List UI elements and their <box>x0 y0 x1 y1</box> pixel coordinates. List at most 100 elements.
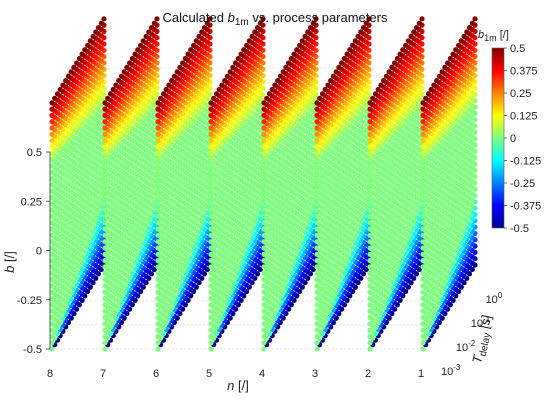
data-point <box>261 276 267 283</box>
data-point <box>185 51 191 57</box>
data-point <box>140 38 146 44</box>
data-point <box>102 321 108 327</box>
data-point <box>246 38 252 44</box>
data-point <box>208 144 214 150</box>
data-point <box>286 60 292 66</box>
data-point <box>261 333 267 339</box>
data-point <box>49 283 55 289</box>
data-point <box>54 91 61 97</box>
data-point <box>261 131 267 137</box>
data-point <box>208 138 214 144</box>
data-point <box>208 232 214 238</box>
data-point <box>182 55 188 62</box>
data-point <box>261 239 267 245</box>
data-point <box>155 302 161 308</box>
data-point <box>314 188 320 194</box>
data-point <box>254 25 261 31</box>
data-point <box>314 302 320 308</box>
data-point <box>208 112 214 118</box>
data-point <box>49 295 55 302</box>
data-point <box>208 182 214 188</box>
data-point <box>314 333 320 339</box>
data-point <box>155 258 161 264</box>
data-point <box>49 346 55 352</box>
data-point <box>102 220 108 226</box>
data-point <box>93 29 99 35</box>
data-point <box>314 175 320 182</box>
data-point <box>49 321 55 327</box>
data-point <box>138 42 144 48</box>
data-point <box>314 264 320 270</box>
data-point <box>261 100 267 106</box>
data-point <box>314 245 320 251</box>
data-point <box>208 220 214 226</box>
data-point <box>314 314 320 320</box>
data-point <box>155 283 161 289</box>
data-point <box>155 194 161 201</box>
data-point <box>208 276 214 283</box>
data-point <box>155 245 161 251</box>
data-point <box>261 321 267 327</box>
data-point <box>261 251 267 257</box>
data-point <box>352 38 358 44</box>
data-point <box>155 270 161 276</box>
data-point <box>227 69 233 75</box>
data-point <box>261 314 267 320</box>
data-point <box>49 264 55 270</box>
data-point <box>314 251 320 257</box>
data-point <box>155 308 161 314</box>
data-point <box>49 239 55 245</box>
data-point <box>49 314 55 320</box>
data-point <box>102 201 108 207</box>
data-point <box>317 95 323 101</box>
data-point <box>102 258 108 264</box>
data-point <box>107 91 114 97</box>
data-point <box>314 308 320 314</box>
data-point <box>413 25 420 31</box>
data-point <box>102 239 108 245</box>
data-point <box>347 47 353 53</box>
data-point <box>85 42 91 48</box>
data-point <box>314 157 320 163</box>
data-point <box>261 144 267 150</box>
data-point <box>211 95 217 101</box>
data-point <box>261 150 267 156</box>
data-point <box>174 69 180 75</box>
data-point <box>314 239 320 245</box>
data-point <box>208 188 214 194</box>
data-point <box>102 150 108 156</box>
data-point <box>261 302 267 308</box>
data-point <box>102 194 108 201</box>
data-point <box>71 64 77 70</box>
data-point <box>199 29 205 35</box>
data-point <box>261 169 267 175</box>
data-point <box>307 25 314 31</box>
data-point <box>355 33 361 40</box>
data-point <box>154 16 160 22</box>
data-point <box>155 125 161 131</box>
data-point <box>49 100 55 106</box>
data-point <box>314 232 320 238</box>
data-point <box>325 82 331 88</box>
data-point <box>208 245 214 251</box>
data-point <box>155 106 161 112</box>
data-point <box>63 78 69 84</box>
data-point <box>314 346 320 352</box>
data-point <box>269 86 275 93</box>
data-point <box>208 289 214 295</box>
data-point <box>49 270 55 276</box>
data-point <box>102 163 108 169</box>
data-point <box>135 47 141 53</box>
data-point <box>314 226 320 232</box>
data-point <box>314 112 320 118</box>
data-point <box>102 327 108 333</box>
data-point <box>49 144 55 150</box>
data-point <box>155 138 161 144</box>
data-point <box>155 327 161 333</box>
data-point <box>105 95 111 101</box>
data-point <box>155 251 161 257</box>
data-point <box>360 25 367 31</box>
data-point <box>155 112 161 118</box>
data-points <box>49 16 478 352</box>
data-point <box>95 25 102 31</box>
